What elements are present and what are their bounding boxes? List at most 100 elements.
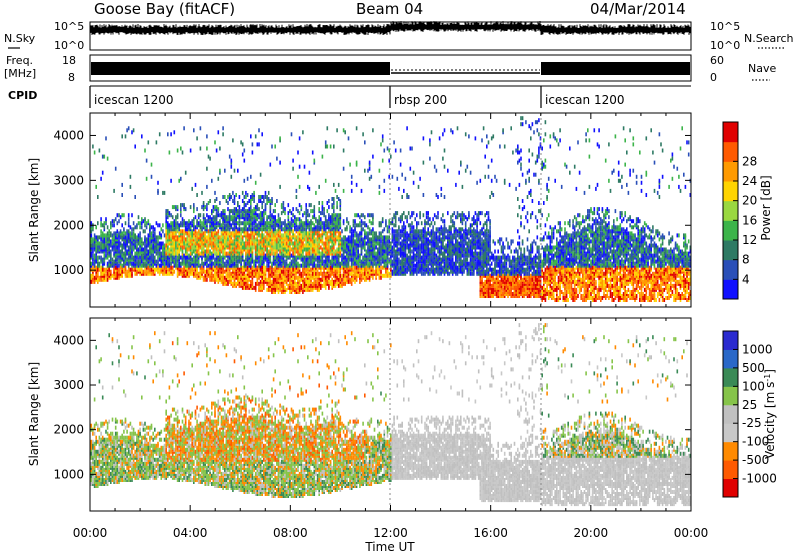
power-data-cell: [307, 279, 309, 284]
power-data-cell: [191, 241, 193, 246]
power-data-cell: [398, 241, 400, 246]
power-data-cell: [131, 267, 133, 272]
power-data-cell: [256, 207, 259, 212]
power-data-cell: [113, 271, 115, 276]
power-data-cell: [328, 283, 330, 288]
power-data-cell: [95, 225, 97, 230]
power-data-cell: [197, 271, 200, 276]
power-data-cell: [144, 217, 146, 222]
power-data-cell: [237, 209, 239, 214]
power-data-cell: [173, 231, 176, 236]
power-data-cell: [173, 223, 176, 228]
power-data-cell: [142, 229, 145, 234]
power-data-cell: [254, 180, 257, 185]
power-data-cell: [368, 275, 371, 280]
power-data-cell: [401, 172, 403, 177]
power-data-cell: [394, 229, 397, 234]
power-data-cell: [287, 235, 290, 240]
power-data-cell: [141, 243, 143, 248]
power-data-cell: [237, 201, 239, 205]
power-data-cell: [116, 233, 119, 238]
power-data-cell: [406, 126, 408, 131]
power-data-cell: [147, 249, 150, 254]
power-data-cell: [303, 243, 306, 248]
power-data-cell: [292, 241, 294, 246]
power-data-cell: [194, 215, 197, 220]
power-data-cell: [157, 235, 159, 240]
power-data-cell: [129, 241, 132, 246]
power-data-cell: [333, 217, 335, 222]
power-data-cell: [326, 235, 329, 240]
power-data-cell: [188, 253, 190, 258]
power-data-cell: [167, 209, 169, 214]
power-data-cell: [209, 249, 211, 254]
power-data-cell: [189, 251, 192, 256]
power-data-cell: [300, 263, 303, 268]
power-data-cell: [349, 162, 351, 167]
power-data-cell: [184, 251, 187, 256]
power-data-cell: [313, 223, 316, 228]
power-data-cell: [168, 259, 171, 264]
power-data-cell: [381, 241, 384, 246]
power-data-cell: [354, 213, 356, 218]
power-data-cell: [298, 263, 301, 268]
power-data-cell: [95, 255, 97, 260]
power-data-cell: [154, 259, 156, 264]
power-data-cell: [396, 229, 399, 234]
power-data-cell: [230, 174, 233, 179]
power-data-cell: [311, 150, 314, 155]
power-data-cell: [197, 251, 200, 256]
power-data-cell: [134, 239, 136, 244]
power-data-cell: [181, 267, 184, 272]
power-data-cell: [126, 249, 128, 254]
power-data-cell: [227, 271, 229, 276]
power-data-cell: [225, 263, 228, 268]
power-data-cell: [399, 162, 402, 167]
power-data-cell: [334, 249, 337, 254]
power-data-cell: [114, 217, 117, 222]
power-data-cell: [129, 184, 132, 189]
power-data-cell: [297, 231, 299, 236]
power-data-cell: [295, 227, 298, 232]
power-data-cell: [337, 269, 340, 274]
power-data-cell: [171, 231, 174, 236]
power-data-cell: [365, 265, 368, 270]
power-data-cell: [250, 134, 252, 139]
noise-trace: [90, 21, 691, 35]
power-data-cell: [144, 229, 146, 234]
power-data-cell: [245, 261, 247, 266]
power-data-cell: [162, 241, 164, 246]
power-data-cell: [248, 249, 250, 254]
power-data-cell: [233, 241, 236, 246]
power-data-cell: [101, 154, 104, 159]
power-data-cell: [375, 231, 377, 236]
power-data-cell: [139, 255, 141, 260]
power-data-cell: [354, 265, 356, 270]
power-data-cell: [149, 231, 151, 236]
power-data-cell: [261, 239, 263, 244]
power-data-cell: [134, 271, 136, 276]
power-data-cell: [145, 225, 148, 230]
power-data-cell: [232, 190, 234, 195]
power-data-cell: [396, 259, 399, 264]
noise-trace-path: [90, 21, 691, 35]
power-data-cell: [136, 271, 138, 276]
power-data-cell: [211, 223, 213, 228]
power-data-cell: [227, 215, 229, 220]
power-data-cell: [93, 241, 96, 246]
power-data-cell: [92, 237, 94, 242]
power-data-cell: [333, 273, 335, 278]
power-data-cell: [294, 285, 296, 290]
power-data-cell: [403, 227, 405, 232]
power-data-cell: [324, 233, 327, 238]
power-data-cell: [241, 221, 244, 226]
power-data-cell: [189, 271, 192, 276]
power-data-cell: [144, 223, 146, 228]
power-data-cell: [380, 275, 382, 280]
power-data-cell: [259, 233, 262, 238]
power-data-cell: [142, 219, 145, 224]
power-data-cell: [279, 243, 281, 248]
power-data-cell: [328, 213, 330, 218]
power-data-cell: [121, 271, 123, 276]
